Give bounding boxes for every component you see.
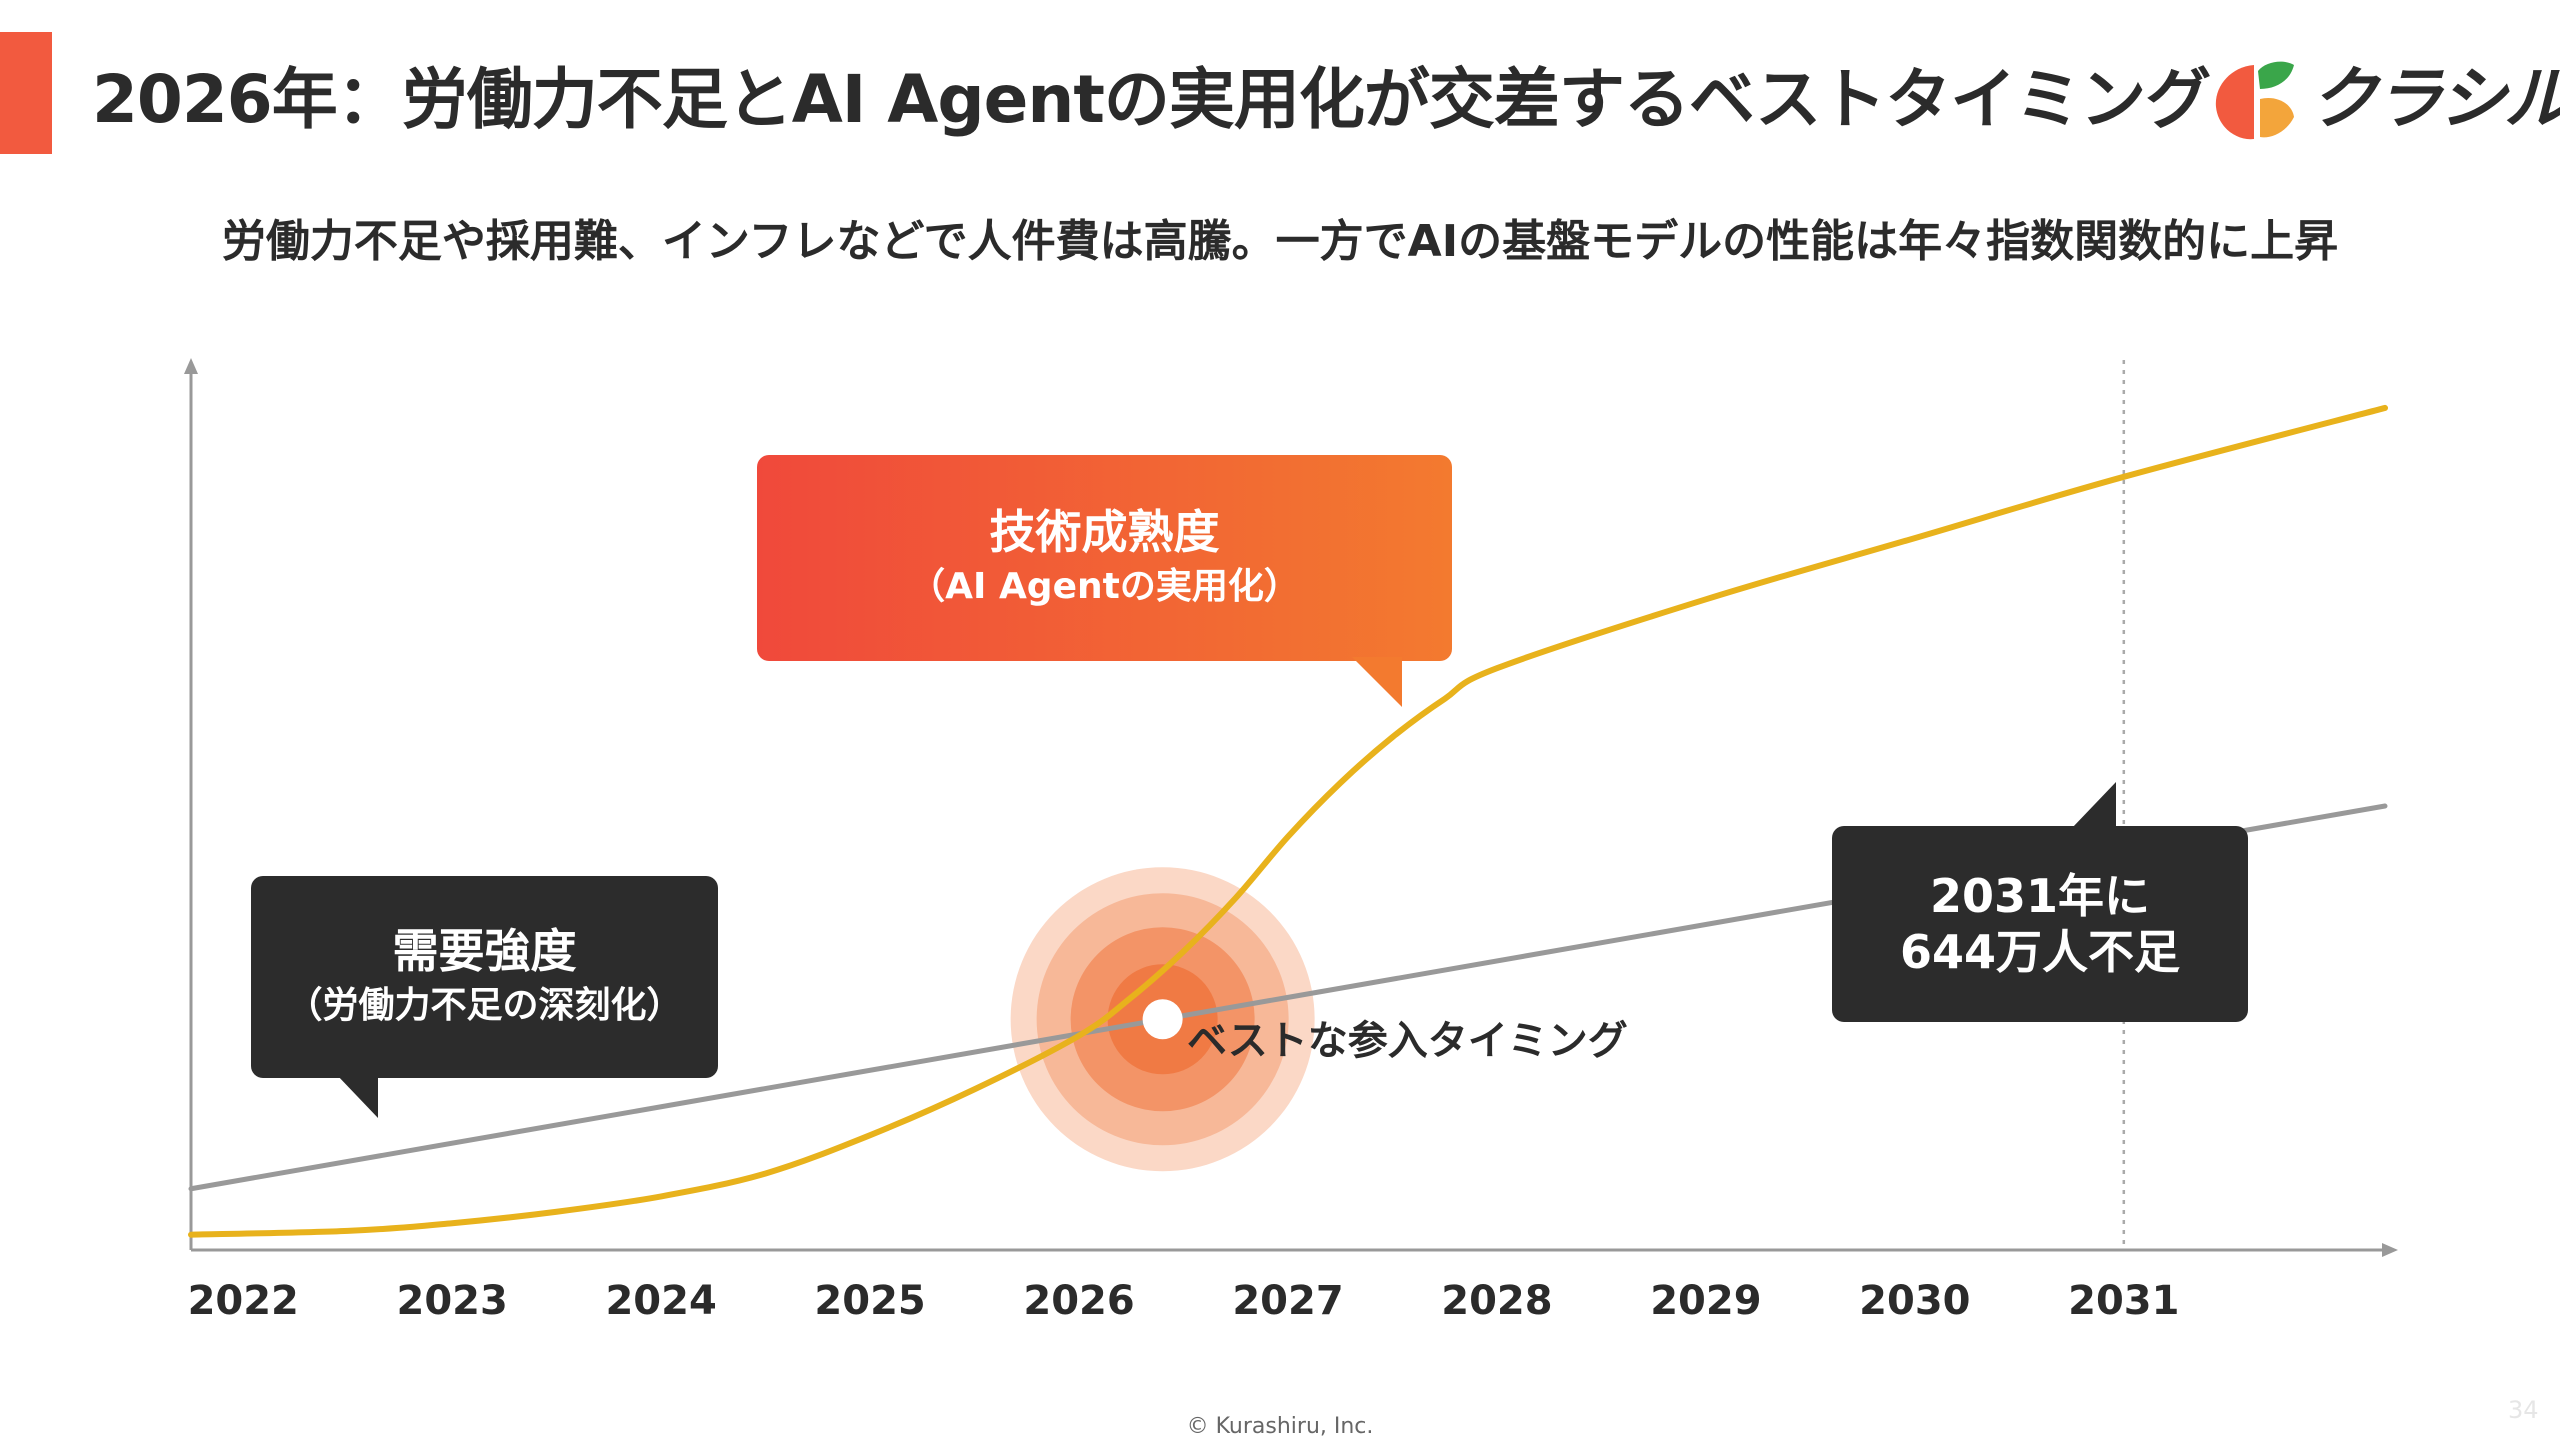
page-title: 2026年：労働力不足とAI Agentの実用化が交差するベストタイミング	[92, 61, 2211, 138]
x-axis-arrow	[2382, 1243, 2398, 1257]
demand-intensity-title: 需要強度	[392, 924, 577, 978]
page-number: 34	[2508, 1396, 2539, 1424]
x-tick-label-2031: 2031	[2068, 1278, 2180, 1324]
logo-text: クラシル	[2310, 60, 2560, 139]
x-tick-label-2025: 2025	[814, 1278, 926, 1324]
best-timing-point	[1142, 999, 1183, 1040]
title-accent-bar	[0, 32, 52, 154]
tech-maturity-series-line	[188, 404, 2388, 1238]
x-tick-label-2022: 2022	[187, 1278, 299, 1324]
labor-shortage-line2: 644万人不足	[1899, 925, 2181, 979]
tech-callout-tail	[1352, 657, 1402, 707]
footer-copyright: © Kurashiru, Inc.	[1186, 1414, 1374, 1439]
x-tick-label-2026: 2026	[1023, 1278, 1135, 1324]
tech-maturity-title: 技術成熟度	[989, 505, 1220, 559]
kurashiru-logo: クラシル	[2210, 55, 2560, 145]
x-tick-label-2030: 2030	[1859, 1278, 1971, 1324]
best-timing-label: ベストな参入タイミング	[1187, 1018, 1628, 1064]
demand-intensity-subtitle: （労働力不足の深刻化）	[286, 985, 683, 1026]
subtitle: 労働力不足や採用難、インフレなどで人件費は高騰。一方でAIの基盤モデルの性能は年…	[221, 216, 2339, 267]
x-tick-label-2024: 2024	[605, 1278, 717, 1324]
x-tick-label-2028: 2028	[1441, 1278, 1553, 1324]
shortage-callout-tail	[2072, 782, 2116, 828]
x-tick-label-2027: 2027	[1232, 1278, 1344, 1324]
tech-maturity-subtitle: （AI Agentの実用化）	[909, 566, 1300, 607]
demand-intensity-callout: 需要強度 （労働力不足の深刻化）	[251, 876, 718, 1078]
labor-shortage-line1: 2031年に	[1929, 869, 2151, 923]
demand-callout-tail	[336, 1074, 378, 1118]
x-tick-label-2029: 2029	[1650, 1278, 1762, 1324]
x-tick-label-2023: 2023	[396, 1278, 508, 1324]
tech-maturity-callout: 技術成熟度 （AI Agentの実用化）	[757, 455, 1452, 661]
y-axis-arrow	[184, 358, 198, 374]
kurashiru-leaf-icon	[2215, 61, 2294, 140]
labor-shortage-callout: 2031年に 644万人不足	[1832, 826, 2248, 1022]
